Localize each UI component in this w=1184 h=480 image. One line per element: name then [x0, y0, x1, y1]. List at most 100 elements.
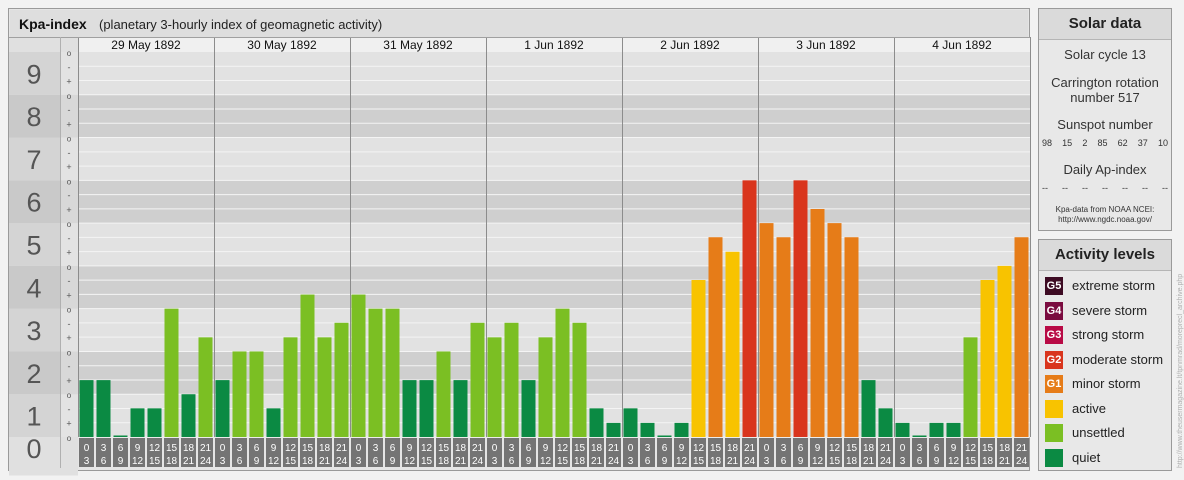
hour-start-label: 0	[900, 443, 906, 454]
hour-box	[793, 438, 808, 467]
level-label: extreme storm	[1072, 278, 1156, 293]
hour-end-label: 9	[118, 456, 124, 467]
hour-start-label: 0	[492, 443, 498, 454]
hour-start-label: 18	[183, 443, 195, 454]
hour-start-label: 12	[965, 443, 977, 454]
hour-end-label: 24	[608, 456, 620, 467]
hour-start-label: 6	[798, 443, 804, 454]
hour-box	[844, 438, 859, 467]
hour-end-label: 15	[693, 456, 705, 467]
kp-bar	[351, 294, 366, 437]
hour-start-label: 12	[829, 443, 841, 454]
hour-start-label: 21	[744, 443, 756, 454]
level-swatch	[1045, 424, 1063, 442]
minor-tick: -	[68, 319, 71, 329]
minor-tick: -	[68, 362, 71, 372]
hour-box	[640, 438, 655, 467]
hour-end-label: 6	[781, 456, 787, 467]
hour-end-label: 15	[557, 456, 569, 467]
y-tick-label: 4	[26, 273, 41, 303]
source-link[interactable]: http://www.ngdc.noaa.gov/	[1058, 215, 1152, 224]
level-item: G5 extreme storm	[1045, 277, 1169, 297]
hour-box	[776, 438, 791, 467]
kp-bar	[521, 380, 536, 437]
hour-start-label: 0	[356, 443, 362, 454]
hour-box	[606, 438, 621, 467]
y-band	[9, 394, 60, 437]
kp-bar	[640, 422, 655, 437]
minor-tick: -	[68, 105, 71, 115]
hour-box	[130, 438, 145, 467]
hour-end-label: 12	[540, 456, 552, 467]
kp-bar	[606, 422, 621, 437]
kp-bar	[368, 308, 383, 437]
minor-tick: -	[68, 62, 71, 72]
minor-tick: +	[66, 77, 71, 87]
kp-bar	[691, 280, 706, 437]
hour-box	[572, 438, 587, 467]
hour-start-label: 6	[662, 443, 668, 454]
day-header-band	[78, 37, 1030, 52]
hour-end-label: 9	[526, 456, 532, 467]
hour-end-label: 21	[727, 456, 739, 467]
hour-start-label: 12	[557, 443, 569, 454]
kp-bar	[895, 422, 910, 437]
minor-tick: -	[68, 191, 71, 201]
hour-box	[1014, 438, 1029, 467]
hour-end-label: 12	[676, 456, 688, 467]
level-label: strong storm	[1072, 327, 1145, 342]
kp-bar	[708, 237, 723, 437]
level-swatch: G1	[1045, 375, 1063, 393]
hour-box	[997, 438, 1012, 467]
hour-start-label: 15	[710, 443, 722, 454]
hour-start-label: 18	[727, 443, 739, 454]
hour-box	[861, 438, 876, 467]
hour-start-label: 9	[407, 443, 413, 454]
hour-box	[725, 438, 740, 467]
day-label: 4 Jun 1892	[932, 38, 992, 52]
hour-end-label: 15	[421, 456, 433, 467]
chart-title-bar: Kpa-index (planetary 3-hourly index of g…	[10, 10, 1028, 38]
hour-end-label: 3	[900, 456, 906, 467]
y-tick-label: 6	[26, 188, 41, 218]
hour-start-label: 0	[764, 443, 770, 454]
minor-tick: +	[66, 376, 71, 386]
hour-end-label: 18	[166, 456, 178, 467]
hour-box	[470, 438, 485, 467]
sunspot-values: 98 15 2 85 62 37 10	[1042, 138, 1168, 148]
level-item: active	[1045, 399, 1169, 420]
hour-end-label: 18	[302, 456, 314, 467]
hour-start-label: 9	[135, 443, 141, 454]
hour-start-label: 3	[509, 443, 515, 454]
hour-box	[198, 438, 213, 467]
hour-start-label: 3	[237, 443, 243, 454]
level-swatch: G4	[1045, 301, 1063, 320]
y-tick-label: 2	[26, 359, 41, 389]
minor-tick: +	[66, 119, 71, 129]
hour-start-label: 6	[118, 443, 124, 454]
hour-start-label: 18	[455, 443, 467, 454]
chart-title: Kpa-index	[19, 16, 87, 32]
level-item: quiet	[1045, 448, 1169, 469]
hour-end-label: 9	[254, 456, 260, 467]
kp-bar	[861, 380, 876, 437]
hour-box	[300, 438, 315, 467]
kp-bar	[538, 337, 553, 437]
hour-box	[708, 438, 723, 467]
hour-start-label: 12	[149, 443, 161, 454]
hour-end-label: 6	[101, 456, 107, 467]
minor-band	[60, 52, 78, 95]
hour-start-label: 15	[438, 443, 450, 454]
minor-tick: -	[68, 148, 71, 158]
minor-tick: -	[68, 404, 71, 414]
hour-end-label: 9	[390, 456, 396, 467]
minor-band	[60, 94, 78, 138]
hour-box	[810, 438, 825, 467]
kp-bar	[96, 380, 111, 437]
minor-band	[60, 351, 78, 395]
hour-end-label: 9	[798, 456, 804, 467]
hour-end-label: 18	[846, 456, 858, 467]
hour-box	[453, 438, 468, 467]
plot-band	[78, 52, 1030, 95]
